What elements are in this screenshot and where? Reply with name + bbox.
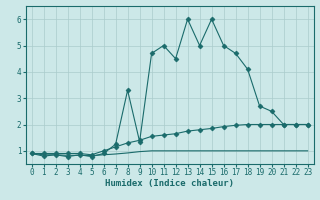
X-axis label: Humidex (Indice chaleur): Humidex (Indice chaleur) [105, 179, 234, 188]
